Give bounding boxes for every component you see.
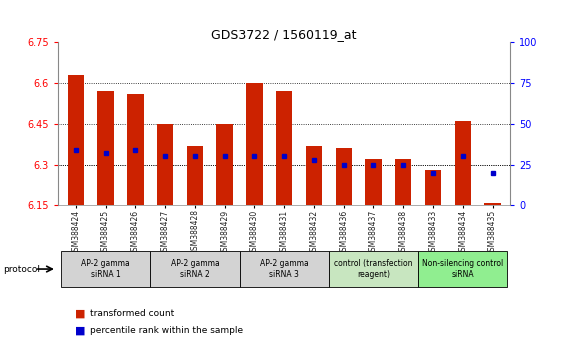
Bar [246, 83, 263, 205]
Bar [216, 124, 233, 205]
Text: percentile rank within the sample: percentile rank within the sample [90, 326, 243, 336]
Text: control (transfection
reagent): control (transfection reagent) [334, 259, 413, 279]
Text: Non-silencing control
siRNA: Non-silencing control siRNA [422, 259, 503, 279]
Bar [276, 91, 292, 205]
Bar [395, 159, 411, 205]
Text: AP-2 gamma
siRNA 2: AP-2 gamma siRNA 2 [171, 259, 219, 279]
Title: GDS3722 / 1560119_at: GDS3722 / 1560119_at [212, 28, 357, 41]
Text: AP-2 gamma
siRNA 1: AP-2 gamma siRNA 1 [81, 259, 130, 279]
Bar [365, 159, 382, 205]
Bar [68, 75, 84, 205]
Text: ■: ■ [75, 326, 86, 336]
Text: transformed count: transformed count [90, 309, 174, 318]
Text: ■: ■ [75, 308, 86, 318]
Bar [336, 148, 352, 205]
Text: AP-2 gamma
siRNA 3: AP-2 gamma siRNA 3 [260, 259, 309, 279]
Bar [425, 170, 441, 205]
Bar [157, 124, 173, 205]
Bar [455, 121, 471, 205]
Bar [97, 91, 114, 205]
Bar [484, 202, 501, 205]
Bar [127, 94, 144, 205]
Bar [187, 145, 203, 205]
Bar [306, 145, 322, 205]
Text: protocol: protocol [3, 264, 40, 274]
